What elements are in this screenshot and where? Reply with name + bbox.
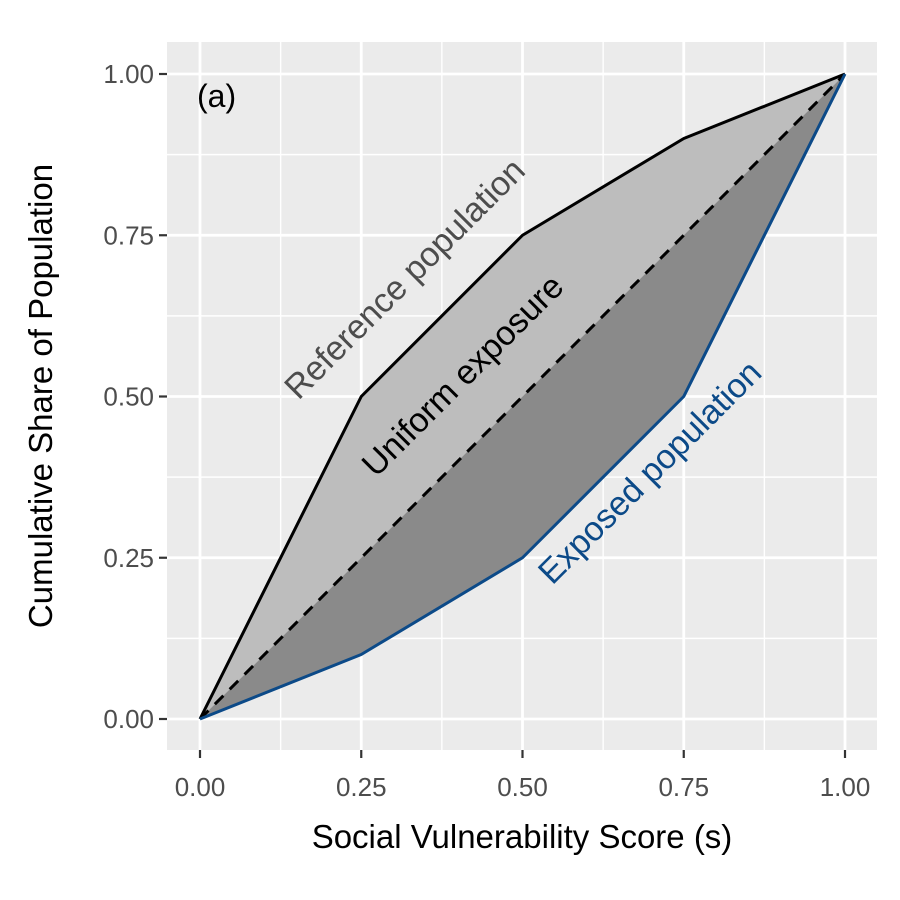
y-tick-label: 1.00 xyxy=(103,59,154,89)
area-fill-3 xyxy=(200,74,845,719)
x-tick-label: 0.25 xyxy=(336,772,387,802)
series-line-1 xyxy=(198,72,846,720)
series-line-2 xyxy=(198,72,847,721)
x-tick-label: 1.00 xyxy=(820,772,871,802)
y-tick-label: 0.50 xyxy=(103,382,154,412)
x-tick-label: 0.00 xyxy=(175,772,226,802)
x-axis-title: Social Vulnerability Score (s) xyxy=(312,818,733,855)
axes: 0.00 0.25 0.50 0.75 1.00 0.00 0.25 0.50 0.75 1.00 xyxy=(103,59,870,802)
y-tick-label: 0.25 xyxy=(103,543,154,573)
y-tick-label: 0.00 xyxy=(103,704,154,734)
x-tick-label: 0.50 xyxy=(497,772,548,802)
y-axis-title: Cumulative Share of Population xyxy=(22,164,59,628)
y-tick-label: 0.75 xyxy=(103,220,154,250)
x-tick-label: 0.75 xyxy=(658,772,709,802)
area-fills xyxy=(200,74,845,719)
panel-label: (a) xyxy=(197,78,236,114)
series-lines xyxy=(198,72,847,721)
series-line-3 xyxy=(199,73,847,721)
